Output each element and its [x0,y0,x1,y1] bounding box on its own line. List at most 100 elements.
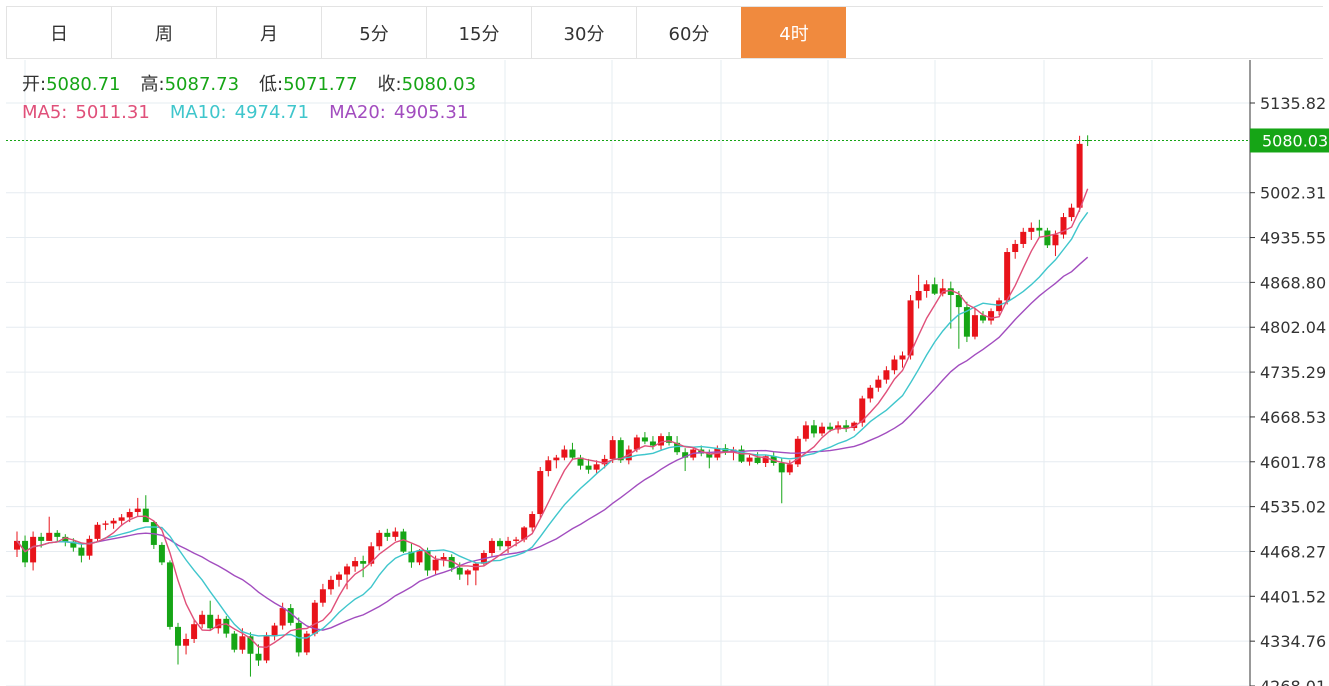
candle-body [327,579,334,590]
candle [1036,219,1043,238]
candle [360,555,367,578]
candle-body [497,540,503,547]
y-tick-label: 4935.55 [1260,229,1326,248]
candle-body [1052,234,1059,246]
candle-body [963,307,970,337]
candle [802,421,809,442]
candle-body [183,638,190,646]
candle-body [545,460,552,472]
candle [545,456,552,477]
candle [118,514,125,527]
candle [311,600,318,637]
candle [287,604,294,626]
candle-body [754,457,761,463]
candle [207,600,214,631]
candle [231,630,238,653]
tab-3[interactable]: 5分 [321,7,426,58]
candle-body [738,449,745,462]
tab-4[interactable]: 15分 [426,7,531,58]
candle [464,569,471,586]
y-tick-label: 4802.04 [1260,318,1326,337]
candle-body [529,514,536,528]
candle [1028,222,1035,240]
tab-6[interactable]: 60分 [636,7,741,58]
tab-2[interactable]: 月 [216,7,321,58]
candle [497,538,503,551]
candle [569,442,576,461]
candle-body [464,570,471,575]
candle-body [166,562,173,627]
candle-body [633,437,640,450]
candle-body [907,300,914,356]
candle [247,632,254,677]
candle [746,454,753,466]
candle [1044,227,1051,248]
candle [1020,227,1027,248]
ma-legend: MA5: 5011.31 MA10: 4974.71 MA20: 4905.31 [22,102,468,123]
candle [947,281,954,329]
candle-body [78,547,85,556]
candle-body [255,653,262,661]
candle-body [521,527,528,540]
ohlc-value: 5087.73 [165,74,239,95]
candle-body [666,436,673,443]
candle-body [810,425,817,434]
candle-body [706,453,713,458]
tab-0[interactable]: 日 [6,7,111,58]
candle-body [1044,230,1051,246]
candle-body [778,462,785,473]
candle [529,511,536,532]
candle-body [891,359,898,371]
candlestick-chart: 5135.82 5002.31 4935.55 4868.80 4802.04 4735.… [6,60,1329,686]
candle-body [263,636,270,661]
candle-body [819,426,825,434]
candle [488,538,495,558]
tab-5[interactable]: 30分 [531,7,636,58]
candle [577,454,584,470]
candle-body [1076,143,1083,208]
tab-1[interactable]: 周 [111,7,216,58]
candle-body [287,608,294,623]
candle-body [915,290,922,301]
candle-body [1004,252,1011,301]
candle-body [336,574,342,580]
candle-body [1068,207,1075,218]
candle-body [432,559,439,571]
candle [78,544,85,563]
tab-7[interactable]: 4时 [741,7,846,58]
candle-body [38,536,45,541]
candle [62,534,69,547]
candle-body [899,355,906,360]
candle-body [344,566,351,575]
candle [891,355,898,375]
candle-body [311,602,318,634]
candle-body [440,557,447,560]
candle-body [553,457,560,461]
candle [199,610,206,629]
candle-body [859,398,866,423]
candle-body [110,520,117,524]
candle-body [641,437,648,442]
candle [915,274,922,309]
ohlc-label: 低: [259,74,283,95]
y-tick-label: 4601.78 [1260,453,1326,472]
candle [923,280,930,298]
candle [142,495,149,523]
candle-body [980,315,986,321]
ohlc-label: 开: [22,74,46,95]
candle-body [658,436,664,446]
candle-body [1012,243,1019,253]
candle [505,536,512,553]
candle-body [376,532,383,547]
y-tick-label: 5135.82 [1260,94,1326,113]
candle [352,557,359,572]
ohlc-value: 5080.71 [46,74,120,95]
candle-body [102,523,109,525]
candle-body [577,457,584,466]
candle-body [569,449,576,458]
candle-body [585,465,592,470]
candle-body [867,387,874,399]
candle [537,466,544,519]
candle [786,460,793,476]
ma-label: MA5: [22,102,67,123]
